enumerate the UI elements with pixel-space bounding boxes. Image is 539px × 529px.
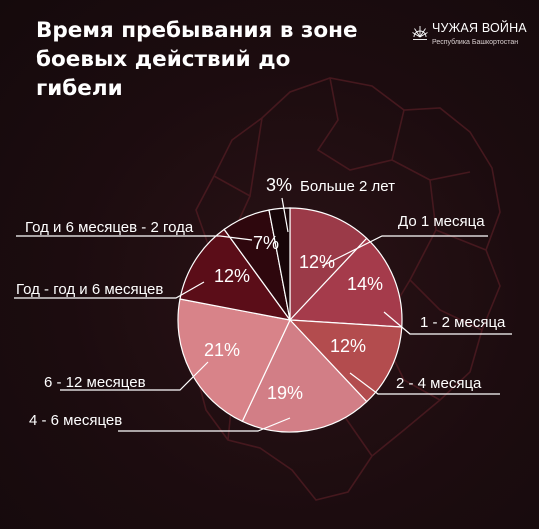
chart-title-line-2: боевых действий до гибели (36, 47, 291, 101)
slice-value-label: 12% (299, 252, 335, 272)
brand-subtitle: Республика Башкортостан (432, 39, 519, 46)
slice-category-label: Год - год и 6 месяцев (16, 281, 163, 298)
slice-category-label: 1 - 2 месяца (420, 314, 506, 331)
chart-title-line-1: Время пребывания в зоне (36, 18, 358, 43)
pie-slices (177, 207, 403, 433)
slice-value-label: 19% (267, 383, 303, 403)
pie-slice (241, 318, 368, 433)
leader-line (321, 235, 488, 267)
pie-leader-lines: До 1 месяца 1 - 2 месяца 2 - 4 месяца 4 - 6… (14, 178, 512, 432)
leader-line (349, 372, 500, 395)
slice-category-label: Больше 2 лет (300, 178, 395, 195)
slice-category-label: Год и 6 месяцев - 2 года (25, 219, 194, 236)
leader-line (118, 417, 291, 432)
pie-value-labels: 12%14%12%19%21%12%7%3% (204, 175, 383, 403)
pie-slice (289, 207, 368, 322)
pie-slice (179, 228, 292, 321)
chart-title: Время пребывания в зоне боевых действий … (36, 16, 366, 103)
leader-line (16, 235, 253, 241)
brand-name: ЧУЖАЯ ВОЙНА (432, 21, 527, 35)
slice-category-label: 2 - 4 месяца (396, 375, 482, 392)
slice-category-label: 4 - 6 месяцев (29, 412, 122, 429)
leader-line (60, 361, 209, 391)
slice-value-label: 12% (214, 266, 250, 286)
slice-value-label: 21% (204, 340, 240, 360)
slice-value-label: 7% (253, 233, 279, 253)
slice-category-label: 6 - 12 месяцев (44, 374, 146, 391)
slice-value-label: 14% (347, 274, 383, 294)
pie-slice (288, 319, 403, 403)
slice-value-label: 12% (330, 336, 366, 356)
sunburst-emblem-icon (412, 26, 428, 40)
brand-logo: ЧУЖАЯ ВОЙНА Республика Башкортостан (410, 20, 530, 56)
pie-slice (268, 207, 291, 321)
leader-line (14, 281, 205, 299)
pie-slice (177, 298, 291, 423)
leader-line (383, 311, 512, 335)
slice-value-label: 3% (266, 175, 292, 195)
leader-line (281, 197, 289, 233)
slice-category-label: До 1 месяца (398, 213, 485, 230)
